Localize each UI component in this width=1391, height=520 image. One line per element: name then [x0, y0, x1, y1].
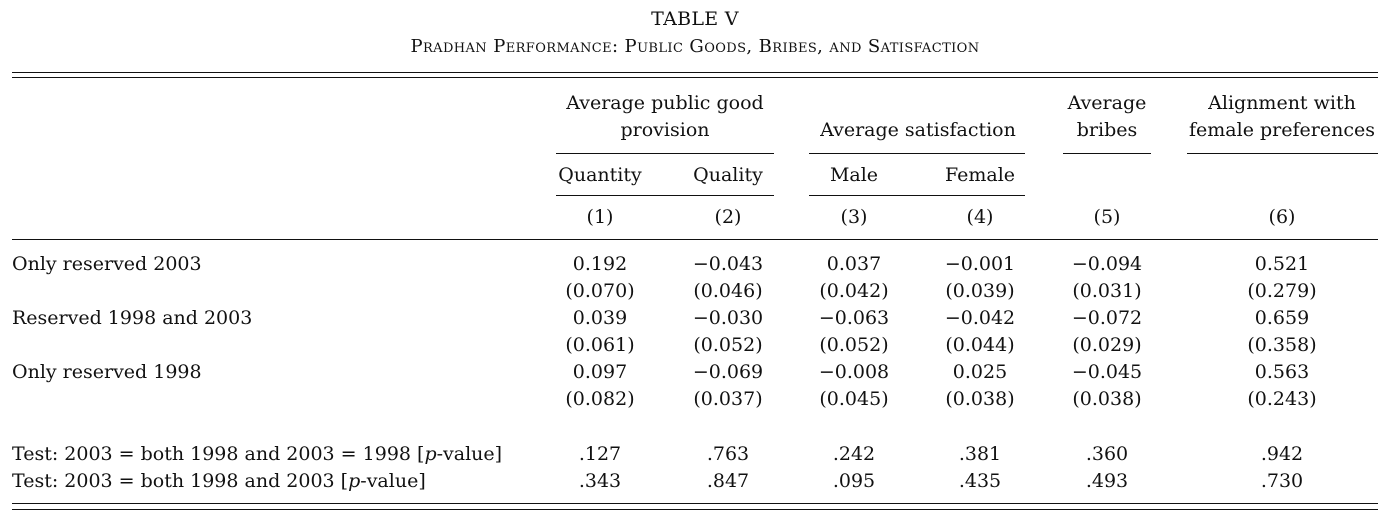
rule-public-goods: [556, 153, 774, 154]
coefficient-cell: 0.025: [952, 361, 1008, 383]
subheader-quality: Quality: [693, 164, 763, 186]
std-error-cell: (0.039): [945, 280, 1015, 302]
test-label-italic: p: [348, 470, 361, 492]
p-value-cell: .493: [1085, 470, 1129, 492]
p-value-cell: .763: [706, 443, 750, 465]
row-label: Only reserved 1998: [12, 361, 202, 383]
std-error-cell: (0.070): [565, 280, 635, 302]
table-number: TABLE V: [651, 8, 739, 30]
top-rule-1: [12, 72, 1378, 73]
coefficient-cell: 0.521: [1254, 253, 1310, 275]
rule-satisfaction: [809, 153, 1025, 154]
rule-alignment: [1187, 153, 1378, 154]
coefficient-cell: 0.563: [1254, 361, 1310, 383]
std-error-cell: (0.279): [1247, 280, 1317, 302]
std-error-cell: (0.038): [1072, 388, 1142, 410]
header-bottom-rule: [12, 239, 1378, 240]
std-error-cell: (0.045): [819, 388, 889, 410]
coefficient-cell: 0.192: [572, 253, 628, 275]
p-value-cell: .435: [958, 470, 1002, 492]
coefficient-cell: 0.039: [572, 307, 628, 329]
header-public-goods: Average public good provision: [566, 92, 764, 141]
coefficient-cell: 0.037: [826, 253, 882, 275]
coefficient-cell: 0.659: [1254, 307, 1310, 329]
subheader-quantity: Quantity: [558, 164, 642, 186]
std-error-cell: (0.052): [819, 334, 889, 356]
p-value-cell: .847: [706, 470, 750, 492]
std-error-cell: (0.082): [565, 388, 635, 410]
std-error-cell: (0.046): [693, 280, 763, 302]
std-error-cell: (0.044): [945, 334, 1015, 356]
header-satisfaction: Average satisfaction: [820, 119, 1016, 141]
col-number-2: (2): [714, 206, 742, 228]
coefficient-cell: −0.001: [944, 253, 1016, 275]
coefficient-cell: −0.072: [1071, 307, 1143, 329]
rule-bribes: [1063, 153, 1151, 154]
row-label: Only reserved 2003: [12, 253, 202, 275]
table-page: TABLE V Pradhan Performance: Public Good…: [12, 0, 1378, 520]
col-number-3: (3): [840, 206, 868, 228]
coefficient-cell: −0.045: [1071, 361, 1143, 383]
test-label-text: Test: 2003 = both 1998 and 2003 = 1998 [: [12, 443, 425, 465]
p-value-cell: .381: [958, 443, 1002, 465]
rule-sub-satisfaction: [809, 195, 1025, 196]
coefficient-cell: −0.030: [692, 307, 764, 329]
test-label-italic: p: [424, 443, 437, 465]
table-caption: Pradhan Performance: Public Goods, Bribe…: [410, 36, 980, 57]
std-error-cell: (0.037): [693, 388, 763, 410]
test-row-label: Test: 2003 = both 1998 and 2003 = 1998 […: [12, 443, 502, 465]
std-error-cell: (0.042): [819, 280, 889, 302]
header-bribes: Average bribes: [1067, 92, 1147, 141]
p-value-cell: .095: [832, 470, 876, 492]
p-value-cell: .942: [1260, 443, 1304, 465]
std-error-cell: (0.029): [1072, 334, 1142, 356]
std-error-cell: (0.038): [945, 388, 1015, 410]
bottom-rule-1: [12, 503, 1378, 504]
top-rule-2: [12, 77, 1378, 78]
subheader-male: Male: [829, 164, 879, 186]
coefficient-cell: 0.097: [572, 361, 628, 383]
rule-sub-public-goods: [556, 195, 774, 196]
col-number-4: (4): [966, 206, 994, 228]
p-value-cell: .242: [832, 443, 876, 465]
std-error-cell: (0.243): [1247, 388, 1317, 410]
test-label-text: Test: 2003 = both 1998 and 2003 [: [12, 470, 349, 492]
test-label-suffix: -value]: [360, 470, 426, 492]
col-number-6: (6): [1268, 206, 1296, 228]
coefficient-cell: −0.063: [818, 307, 890, 329]
col-number-5: (5): [1093, 206, 1121, 228]
bottom-rule-2: [12, 509, 1378, 510]
std-error-cell: (0.061): [565, 334, 635, 356]
p-value-cell: .730: [1260, 470, 1304, 492]
header-alignment: Alignment with female preferences: [1189, 92, 1375, 141]
test-row-label: Test: 2003 = both 1998 and 2003 [p-value…: [12, 470, 426, 492]
coefficient-cell: −0.042: [944, 307, 1016, 329]
coefficient-cell: −0.043: [692, 253, 764, 275]
subheader-female: Female: [944, 164, 1016, 186]
std-error-cell: (0.358): [1247, 334, 1317, 356]
std-error-cell: (0.031): [1072, 280, 1142, 302]
p-value-cell: .360: [1085, 443, 1129, 465]
row-label: Reserved 1998 and 2003: [12, 307, 253, 329]
coefficient-cell: −0.094: [1071, 253, 1143, 275]
coefficient-cell: −0.069: [692, 361, 764, 383]
coefficient-cell: −0.008: [818, 361, 890, 383]
test-label-suffix: -value]: [436, 443, 503, 465]
col-number-1: (1): [586, 206, 614, 228]
p-value-cell: .343: [578, 470, 622, 492]
p-value-cell: .127: [578, 443, 622, 465]
std-error-cell: (0.052): [693, 334, 763, 356]
